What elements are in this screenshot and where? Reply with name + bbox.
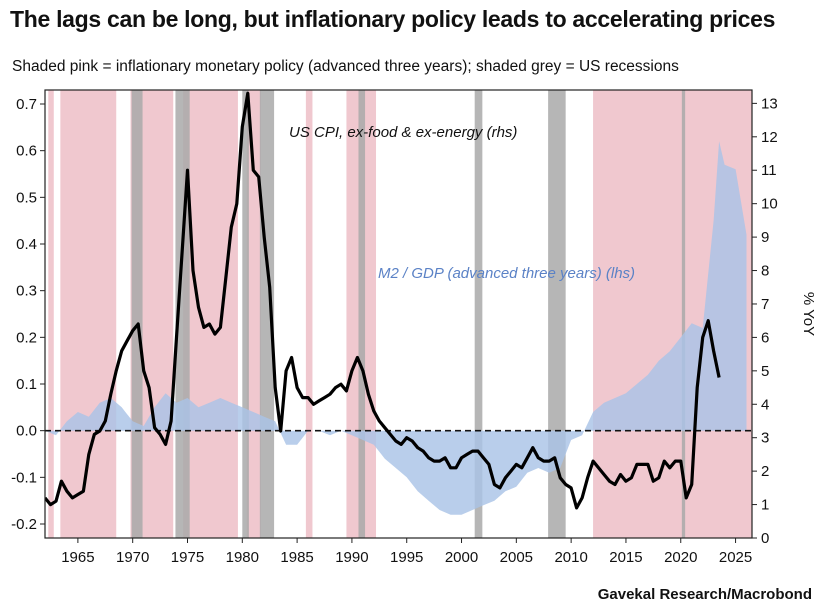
y-left-tick-label: 0.1	[16, 376, 37, 393]
axes: 1965 1970 1975 1980 1985 1990 1995 2000 2005 2010…	[11, 95, 778, 566]
y-right-tick-label: 4	[761, 396, 769, 413]
y-left-tick-label: 0.6	[16, 143, 37, 160]
y-right-tick-label: 12	[761, 129, 778, 146]
x-tick-label: 1990	[335, 549, 368, 566]
x-tick-label: 1975	[171, 549, 204, 566]
m2-gdp-area	[45, 141, 747, 515]
y-left-tick-label: -0.1	[11, 469, 37, 486]
recession-band	[358, 90, 366, 538]
y-right-tick-label: 5	[761, 363, 769, 380]
y-right-tick-label: 13	[761, 95, 778, 112]
recession-band	[474, 90, 483, 538]
x-tick-label: 2000	[445, 549, 478, 566]
y-right-tick-label: 1	[761, 497, 769, 514]
cpi-annotation: US CPI, ex-food & ex-energy (rhs)	[289, 124, 517, 141]
x-tick-label: 1980	[226, 549, 259, 566]
y-right-tick-label: 0	[761, 530, 769, 547]
plot-border	[44, 89, 753, 539]
source-credit: Gavekal Research/Macrobond	[597, 586, 812, 603]
x-tick-label: 2015	[609, 549, 642, 566]
y-right-tick-label: 7	[761, 296, 769, 313]
y-left-tick-label: 0.5	[16, 189, 37, 206]
x-tick-label: 2010	[554, 549, 587, 566]
cpi-line	[45, 91, 721, 510]
pink-band	[48, 90, 54, 538]
y-right-tick-label: 9	[761, 229, 769, 246]
recession-band	[242, 90, 249, 538]
cpi-line-layer	[45, 91, 721, 510]
plot-frame	[44, 89, 753, 539]
y-left-tick-label: 0.2	[16, 329, 37, 346]
x-tick-label: 1985	[280, 549, 313, 566]
x-tick-label: 2020	[664, 549, 697, 566]
y-right-tick-label: 11	[761, 162, 777, 179]
shaded-bands	[48, 90, 752, 538]
x-tick-label: 1970	[116, 549, 149, 566]
chart-title: The lags can be long, but inflationary p…	[10, 6, 776, 32]
x-tick-label: 2005	[500, 549, 533, 566]
recession-band	[548, 90, 566, 538]
pink-band	[305, 90, 313, 538]
y-left-tick-label: 0.4	[16, 236, 37, 253]
x-tick-label: 1995	[390, 549, 423, 566]
recession-band	[131, 90, 143, 538]
y-left-tick-label: 0.7	[16, 96, 37, 113]
recession-band	[681, 90, 686, 538]
y-right-tick-label: 2	[761, 463, 769, 480]
y-right-tick-label: 3	[761, 430, 769, 447]
m2-annotation: M2 / GDP (advanced three years) (lhs)	[378, 265, 635, 282]
y-right-tick-label: 10	[761, 196, 778, 213]
x-tick-label: 1965	[61, 549, 94, 566]
chart-subtitle: Shaded pink = inflationary monetary poli…	[12, 58, 679, 75]
m2-area-layer	[45, 141, 747, 515]
y-left-tick-label: 0.3	[16, 283, 37, 300]
y-left-tick-label: 0.0	[16, 423, 37, 440]
pink-band	[60, 90, 117, 538]
x-tick-label: 2025	[719, 549, 752, 566]
right-axis-label: % YoY	[800, 292, 817, 336]
y-right-tick-label: 6	[761, 329, 769, 346]
pink-band	[183, 90, 238, 538]
y-left-tick-label: -0.2	[11, 516, 37, 533]
y-right-tick-label: 8	[761, 263, 769, 280]
